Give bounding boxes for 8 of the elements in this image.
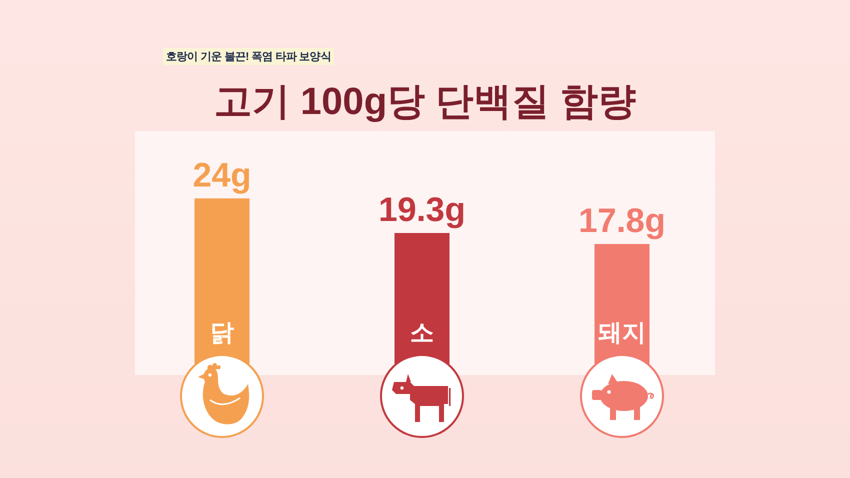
chart-title: 고기 100g당 단백질 함량: [214, 81, 636, 123]
data-label: 24g: [192, 156, 252, 194]
data-label: 19.3g: [378, 190, 466, 229]
data-label: 17.8g: [578, 202, 666, 240]
text: 호랑이 기운 불끈! 폭염 타파 보양식: [163, 48, 334, 65]
x-tick-label: 닭: [210, 320, 234, 346]
x-tick-label: 소: [410, 320, 434, 346]
x-tick-label: 돼지: [598, 320, 646, 346]
